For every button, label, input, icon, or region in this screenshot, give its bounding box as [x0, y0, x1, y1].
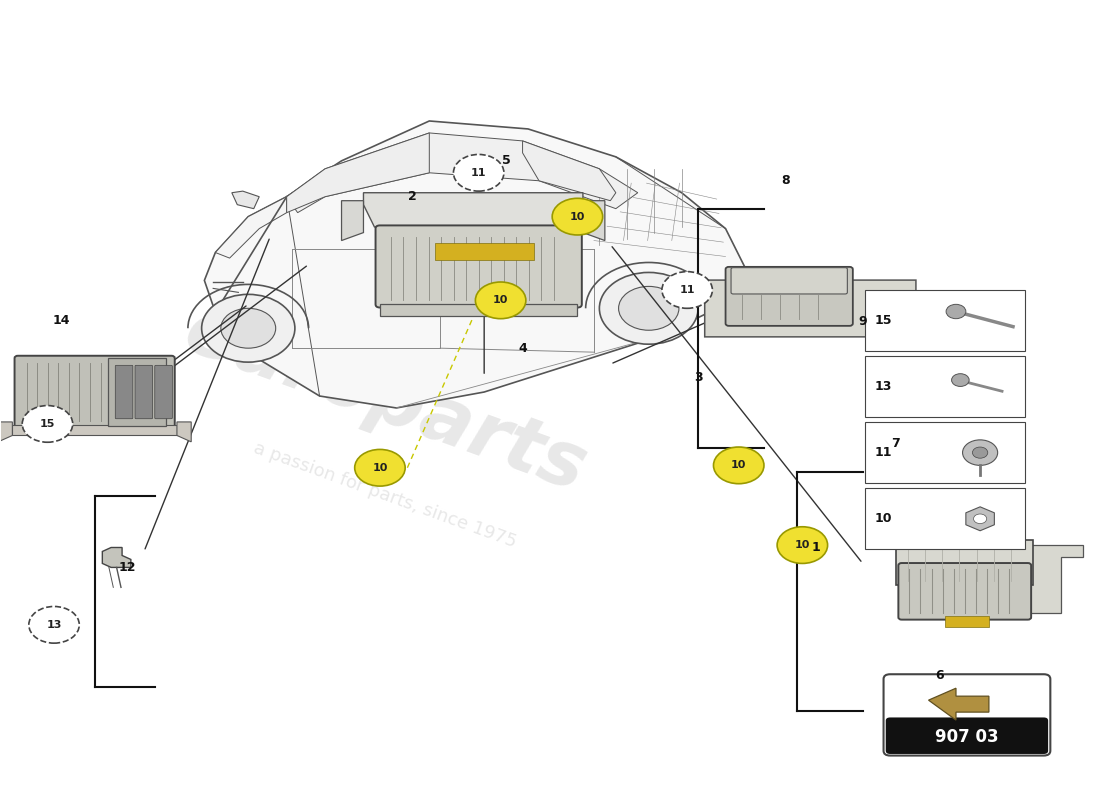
Polygon shape	[705, 280, 916, 337]
Polygon shape	[0, 422, 12, 442]
Text: 13: 13	[46, 620, 62, 630]
Circle shape	[962, 440, 998, 466]
FancyBboxPatch shape	[375, 226, 582, 307]
Text: 10: 10	[874, 512, 892, 526]
Text: 2: 2	[408, 190, 417, 203]
FancyBboxPatch shape	[899, 563, 1031, 620]
Polygon shape	[205, 121, 748, 408]
Text: 1: 1	[811, 541, 819, 554]
Circle shape	[22, 406, 73, 442]
Text: 907 03: 907 03	[935, 728, 999, 746]
Bar	[866, 356, 1024, 417]
Polygon shape	[1027, 546, 1082, 614]
Text: 10: 10	[732, 460, 747, 470]
Text: 15: 15	[40, 419, 55, 429]
Text: a passion for parts, since 1975: a passion for parts, since 1975	[252, 439, 519, 552]
Text: 9: 9	[858, 315, 867, 328]
Circle shape	[952, 374, 969, 386]
Text: 10: 10	[570, 212, 585, 222]
Polygon shape	[363, 193, 583, 227]
Polygon shape	[102, 547, 131, 567]
Circle shape	[972, 447, 988, 458]
Ellipse shape	[201, 294, 295, 362]
Bar	[379, 304, 578, 316]
Bar	[866, 290, 1024, 351]
Text: 10: 10	[493, 295, 508, 306]
Circle shape	[552, 198, 603, 235]
Polygon shape	[341, 201, 363, 241]
Polygon shape	[287, 133, 429, 213]
FancyBboxPatch shape	[886, 718, 1048, 754]
Text: europarts: europarts	[175, 293, 596, 507]
Text: 12: 12	[119, 561, 136, 574]
Polygon shape	[966, 507, 994, 530]
Circle shape	[475, 282, 526, 318]
FancyBboxPatch shape	[732, 268, 847, 294]
Polygon shape	[928, 688, 989, 720]
Polygon shape	[896, 539, 1033, 585]
Bar	[866, 422, 1024, 483]
Ellipse shape	[600, 273, 698, 344]
FancyBboxPatch shape	[116, 366, 133, 418]
Bar	[434, 243, 534, 261]
Text: 4: 4	[518, 342, 527, 354]
Circle shape	[354, 450, 405, 486]
Circle shape	[29, 606, 79, 643]
Text: 7: 7	[891, 438, 900, 450]
Text: 11: 11	[874, 446, 892, 459]
FancyBboxPatch shape	[155, 366, 173, 418]
Polygon shape	[232, 191, 260, 209]
Text: 3: 3	[694, 371, 703, 384]
FancyBboxPatch shape	[726, 267, 852, 326]
Text: 10: 10	[372, 462, 387, 473]
Bar	[12, 425, 177, 435]
FancyBboxPatch shape	[14, 356, 175, 428]
FancyBboxPatch shape	[135, 366, 153, 418]
Polygon shape	[177, 422, 191, 442]
Text: 6: 6	[935, 669, 944, 682]
Ellipse shape	[618, 286, 679, 330]
Polygon shape	[522, 141, 616, 201]
FancyBboxPatch shape	[883, 674, 1050, 755]
Circle shape	[714, 447, 764, 484]
Text: 11: 11	[680, 285, 695, 295]
Circle shape	[453, 154, 504, 191]
Bar	[945, 617, 989, 627]
Text: 8: 8	[782, 174, 790, 187]
Bar	[108, 358, 166, 426]
Circle shape	[946, 304, 966, 318]
Circle shape	[974, 514, 987, 523]
Text: 14: 14	[53, 314, 70, 326]
Polygon shape	[583, 201, 605, 241]
Bar	[866, 488, 1024, 550]
Polygon shape	[287, 133, 638, 213]
Text: 5: 5	[502, 154, 510, 167]
Circle shape	[662, 272, 713, 308]
Circle shape	[777, 526, 827, 563]
Text: 10: 10	[794, 540, 810, 550]
Polygon shape	[216, 197, 287, 258]
Text: 15: 15	[874, 314, 892, 326]
Text: 13: 13	[874, 380, 892, 393]
Ellipse shape	[221, 308, 276, 348]
Text: 11: 11	[471, 168, 486, 178]
